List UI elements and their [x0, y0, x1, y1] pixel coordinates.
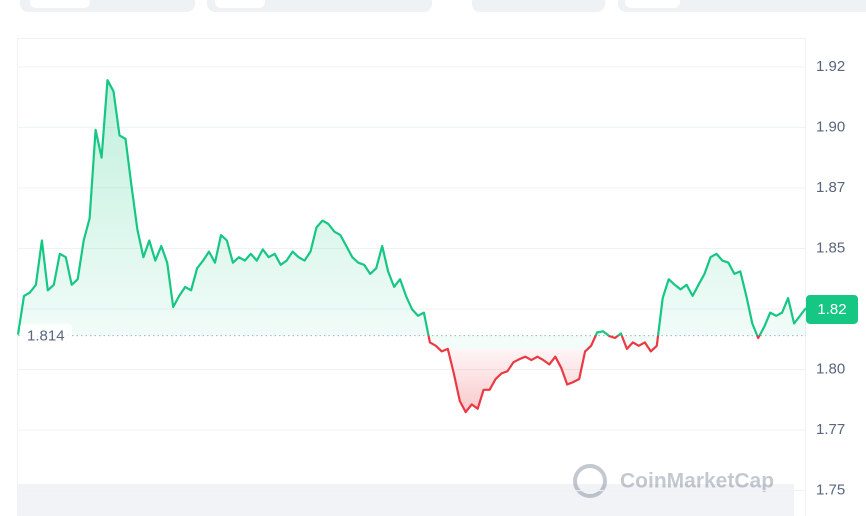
tab-active[interactable] [30, 0, 90, 8]
tab-active[interactable] [625, 0, 680, 8]
y-tick-label: 1.92 [816, 58, 845, 75]
y-tick-label: 1.87 [816, 179, 845, 196]
tab[interactable] [618, 0, 866, 12]
current-price-label: 1.82 [817, 301, 846, 318]
watermark: CoinMarketCap [573, 464, 774, 498]
baseline-label-bg [20, 323, 72, 348]
y-tick-label: 1.85 [816, 239, 845, 256]
tab-active[interactable] [215, 0, 265, 8]
current-price-badge [806, 294, 858, 324]
plot-frame [17, 38, 806, 516]
y-tick-label: 1.77 [816, 421, 845, 438]
watermark-text: CoinMarketCap [620, 470, 774, 493]
y-tick-label: 1.80 [816, 360, 845, 377]
tab[interactable] [472, 0, 605, 12]
price-area [18, 80, 806, 413]
volume-band [18, 484, 794, 516]
price-line [16, 79, 807, 414]
y-tick-label: 1.75 [816, 482, 845, 499]
y-tick-label: 1.90 [816, 118, 845, 135]
baseline-label: 1.814 [27, 328, 65, 345]
